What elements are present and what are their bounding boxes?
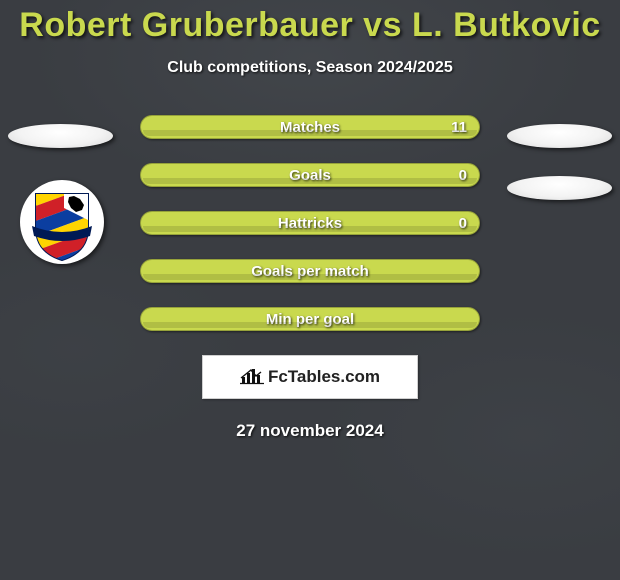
- stat-bar-goals: Goals 0: [140, 163, 480, 187]
- bar-chart-icon: [240, 365, 264, 390]
- stat-label: Hattricks: [141, 212, 479, 234]
- stat-value: 0: [459, 212, 467, 234]
- player-photo-right-1: [507, 124, 612, 148]
- stat-bar-matches: Matches 11: [140, 115, 480, 139]
- club-crest: [20, 180, 104, 264]
- stat-bar-min-per-goal: Min per goal: [140, 307, 480, 331]
- stat-value: 11: [451, 116, 467, 138]
- stat-bar-hattricks: Hattricks 0: [140, 211, 480, 235]
- stat-label: Goals: [141, 164, 479, 186]
- stat-bar-goals-per-match: Goals per match: [140, 259, 480, 283]
- brand-box: FcTables.com: [202, 355, 418, 399]
- brand-text: FcTables.com: [268, 367, 380, 387]
- stat-label: Min per goal: [141, 308, 479, 330]
- stat-label: Goals per match: [141, 260, 479, 282]
- player-photo-right-2: [507, 176, 612, 200]
- stat-label: Matches: [141, 116, 479, 138]
- player-photo-left: [8, 124, 113, 148]
- page-title: Robert Gruberbauer vs L. Butkovic: [0, 0, 620, 45]
- stat-value: 0: [459, 164, 467, 186]
- date-text: 27 november 2024: [0, 421, 620, 441]
- subtitle: Club competitions, Season 2024/2025: [0, 59, 620, 77]
